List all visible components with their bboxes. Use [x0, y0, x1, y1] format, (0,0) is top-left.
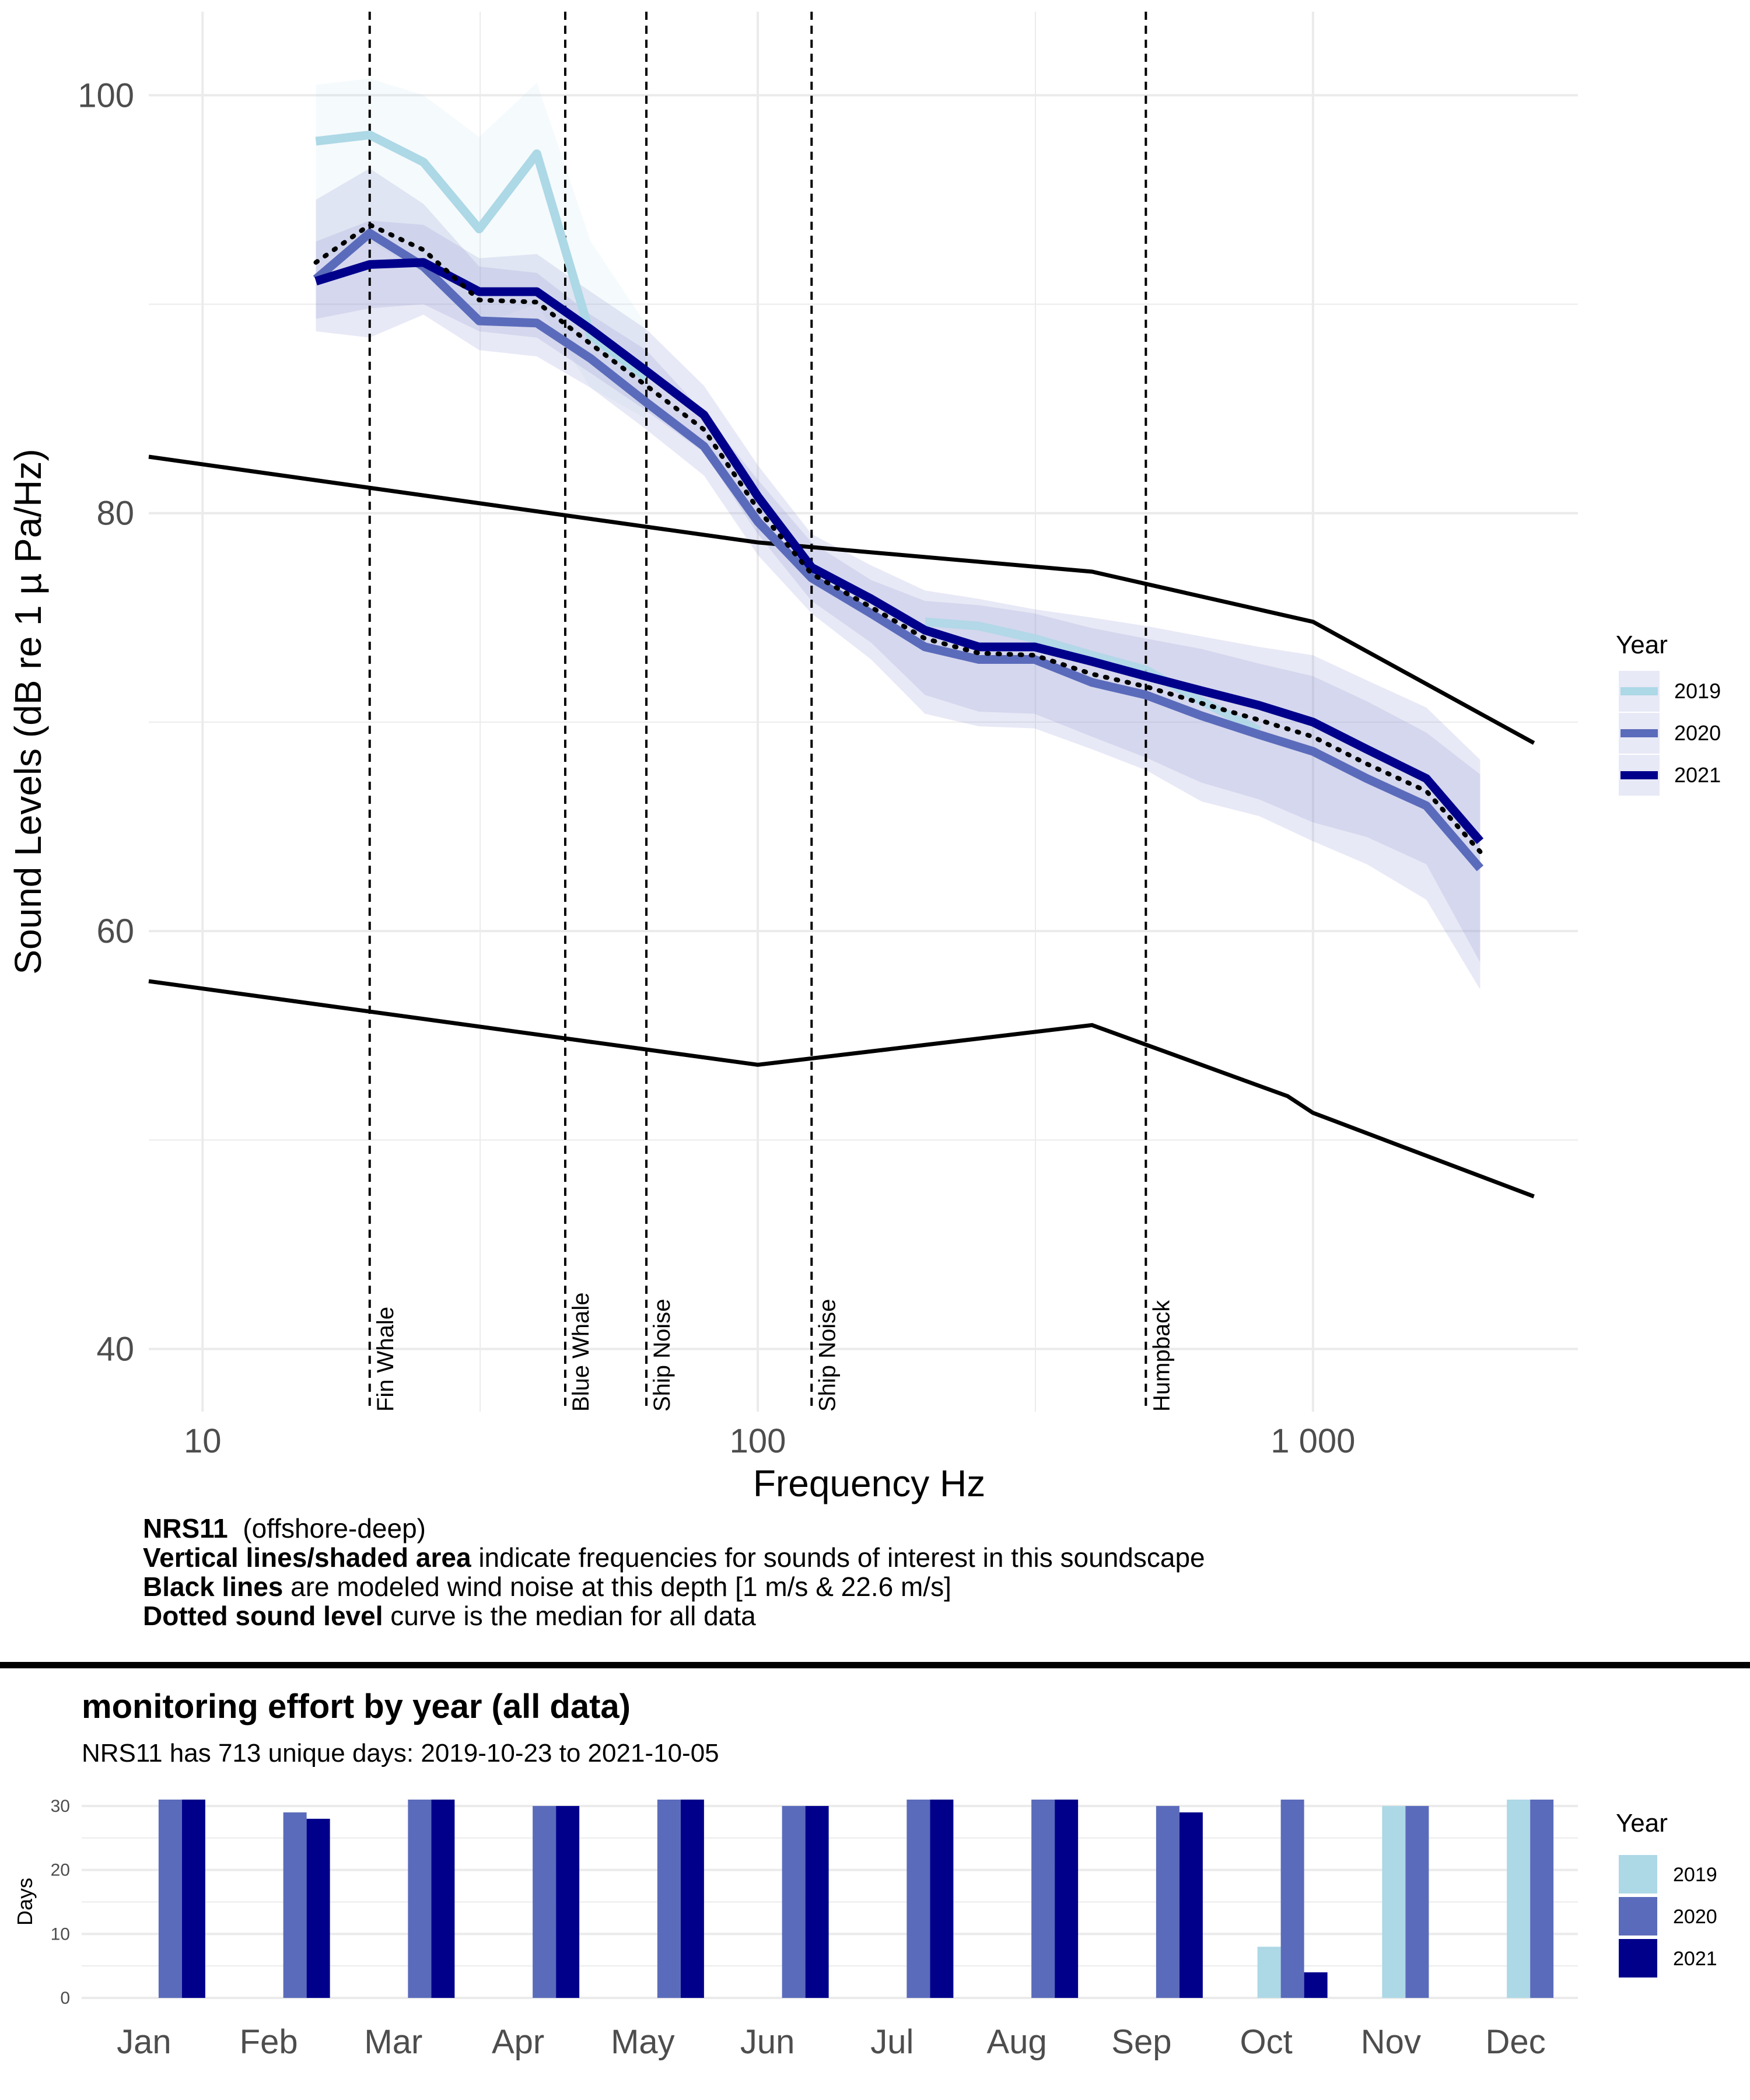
bar-2021-Mar: [431, 1800, 455, 1998]
y-tick-label: 80: [96, 495, 134, 533]
bar-2020-Nov: [1405, 1805, 1429, 1998]
effort-legend: Year 2019 2020 2021: [1616, 1809, 1717, 1978]
effort-axes: 0 10 20 30 Days Jan Feb Mar Apr May Jun Jul Aug Sep Oc…: [13, 1797, 1546, 2061]
marker-label: Ship Noise: [814, 1299, 840, 1412]
wind-noise-line: [148, 979, 1535, 1199]
x-tick-label: Jun: [740, 2023, 795, 2061]
x-tick-label: Mar: [364, 2023, 422, 2061]
series-line-2019: [315, 130, 649, 381]
band-2021: [316, 220, 1480, 963]
y-tick-label: 40: [96, 1331, 134, 1368]
y-tick-label: 20: [51, 1861, 70, 1880]
y-tick-label: 100: [78, 76, 134, 114]
bar-2021-Oct: [1304, 1972, 1328, 1998]
x-axis-title: Frequency Hz: [753, 1462, 985, 1504]
bar-2020-Sep: [1156, 1805, 1180, 1998]
bar-2021-Aug: [1055, 1800, 1079, 1998]
wind-noise-line: [148, 454, 1535, 745]
bar-2020-Mar: [408, 1800, 432, 1998]
x-tick-label: Apr: [492, 2023, 544, 2061]
band-2019: [316, 78, 647, 419]
bar-2020-Jul: [907, 1800, 930, 1998]
legend-label: 2021: [1674, 763, 1721, 787]
caption: NRS11 (offshore-deep) Vertical lines/sha…: [143, 1514, 1205, 1630]
axes: 40 60 80 100 10 100 1 000 Frequency Hz Sound Lev…: [7, 76, 1355, 1504]
legend-title: Year: [1616, 631, 1668, 659]
x-tick-label: Jan: [117, 2023, 172, 2061]
x-tick-label: 1 000: [1270, 1422, 1355, 1460]
x-tick-label: Dec: [1486, 2023, 1546, 2061]
legend-key: [1619, 1897, 1657, 1936]
marker-label: Fin Whale: [373, 1307, 398, 1412]
wind-noise-lines: [148, 454, 1535, 1199]
y-tick-label: 0: [60, 1989, 70, 2008]
bar-2020-Jun: [782, 1805, 806, 1998]
x-tick-label: 10: [184, 1422, 222, 1460]
legend-key: [1619, 1939, 1657, 1978]
grid: [149, 12, 1578, 1412]
series-line-2021: [314, 258, 1484, 844]
legend-label: 2020: [1673, 1906, 1717, 1928]
x-tick-label: May: [611, 2023, 675, 2061]
caption-line-4: Dotted sound level curve is the median f…: [143, 1601, 756, 1631]
effort-bars: [158, 1800, 1554, 1998]
bar-2021-Jul: [930, 1800, 954, 1998]
bar-2020-May: [657, 1800, 681, 1998]
legend-label: 2021: [1673, 1948, 1717, 1970]
bar-2020-Oct: [1280, 1800, 1304, 1998]
x-tick-label: Aug: [987, 2023, 1047, 2061]
bar-2020-Apr: [533, 1805, 556, 1998]
legend-label: 2019: [1674, 679, 1721, 703]
bar-2019-Dec: [1507, 1800, 1531, 1998]
series-line-2020: [313, 229, 1484, 872]
monitoring-effort-chart: monitoring effort by year (all data) NRS…: [13, 1688, 1717, 2061]
x-tick-label: 100: [730, 1422, 786, 1460]
caption-line-2: Vertical lines/shaded area indicate freq…: [143, 1542, 1205, 1573]
bar-2021-Sep: [1179, 1812, 1203, 1998]
bar-2020-Jan: [158, 1800, 182, 1998]
legend-label: 2019: [1673, 1864, 1717, 1886]
legend-label: 2020: [1674, 721, 1721, 745]
x-tick-label: Sep: [1111, 2023, 1171, 2061]
y-tick-label: 60: [96, 912, 134, 950]
x-tick-label: Nov: [1361, 2023, 1421, 2061]
y-tick-label: 30: [51, 1797, 70, 1816]
frequency-markers: Fin Whale Blue Whale Ship Noise Ship Noise H…: [368, 12, 1174, 1412]
bar-2020-Feb: [283, 1812, 307, 1998]
x-tick-label: Feb: [240, 2023, 298, 2061]
effort-title: monitoring effort by year (all data): [82, 1688, 631, 1726]
bar-2019-Oct: [1257, 1947, 1281, 1998]
series-lines: [313, 130, 1484, 872]
bar-2021-May: [680, 1800, 704, 1998]
effort-subtitle: NRS11 has 713 unique days: 2019-10-23 to…: [82, 1739, 719, 1768]
effort-grid: [82, 1804, 1578, 1999]
bar-2021-Apr: [556, 1805, 580, 1998]
sound-level-chart: Fin Whale Blue Whale Ship Noise Ship Noise H…: [7, 12, 1721, 1504]
y-axis-title: Sound Levels (dB re 1 µ Pa/Hz): [7, 449, 49, 974]
bar-2020-Aug: [1031, 1800, 1055, 1998]
bar-2021-Feb: [306, 1818, 330, 1998]
bar-2020-Dec: [1530, 1800, 1554, 1998]
x-tick-label: Oct: [1240, 2023, 1293, 2061]
y-tick-label: 10: [51, 1924, 70, 1944]
marker-label: Humpback: [1149, 1300, 1174, 1412]
legend-title: Year: [1616, 1809, 1668, 1838]
caption-line-3: Black lines are modeled wind noise at th…: [143, 1572, 951, 1602]
marker-label: Ship Noise: [649, 1299, 675, 1412]
section-divider: [0, 1662, 1750, 1668]
legend-key: [1619, 1855, 1657, 1894]
x-tick-label: Jul: [870, 2023, 914, 2061]
caption-line-1: NRS11 (offshore-deep): [143, 1513, 426, 1544]
bar-2021-Jun: [805, 1805, 829, 1998]
bar-2019-Nov: [1382, 1805, 1406, 1998]
y-axis-title: Days: [13, 1878, 37, 1926]
median-line: [313, 222, 1483, 854]
bar-2021-Jan: [181, 1800, 205, 1998]
marker-label: Blue Whale: [568, 1292, 594, 1412]
